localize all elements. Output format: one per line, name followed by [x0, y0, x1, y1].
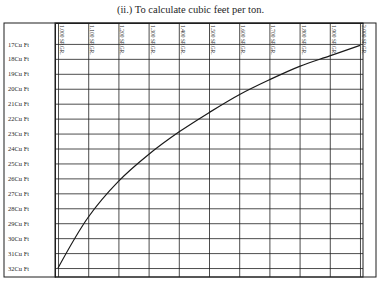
- y-tick-label: 32Cu Ft: [8, 265, 29, 272]
- y-tick: 21Cu Ft: [8, 100, 363, 107]
- title: (ii.) To calculate cubic feet per ton.: [117, 4, 264, 16]
- y-grid-line: [55, 149, 363, 150]
- y-tick: 30Cu Ft: [8, 235, 363, 242]
- y-tick: 32Cu Ft: [8, 265, 363, 272]
- y-tick: 17Cu Ft: [8, 40, 363, 47]
- y-grid-line: [55, 238, 363, 239]
- y-grid-line: [55, 134, 363, 135]
- y-grid-line: [55, 253, 363, 254]
- y-grid-line: [55, 89, 363, 90]
- y-tick-label: 27Cu Ft: [8, 190, 29, 197]
- y-grid-line: [55, 193, 363, 194]
- y-tick-label: 19Cu Ft: [8, 70, 29, 77]
- x-tick-label: 1.000 SP.GR.: [59, 25, 65, 55]
- x-tick-label: 1.100 SP.GR.: [89, 25, 95, 55]
- x-tick-label: 1.500 SP.GR.: [210, 25, 216, 55]
- y-tick-label: 20Cu Ft: [8, 85, 29, 92]
- y-tick: 25Cu Ft: [8, 160, 363, 167]
- y-tick: 20Cu Ft: [8, 85, 363, 92]
- x-tick-label: 1.300 SP.GR.: [150, 25, 156, 55]
- y-grid-line: [55, 268, 363, 269]
- y-grid-line: [55, 223, 363, 224]
- y-tick-label: 22Cu Ft: [8, 115, 29, 122]
- y-tick-label: 25Cu Ft: [8, 160, 29, 167]
- y-axis: 17Cu Ft 18Cu Ft 19Cu Ft 20Cu Ft 21Cu Ft 22Cu …: [8, 24, 363, 278]
- y-grid-line: [55, 44, 363, 45]
- y-tick: 27Cu Ft: [8, 190, 363, 197]
- y-tick: 26Cu Ft: [8, 175, 363, 182]
- chart: (ii.) To calculate cubic feet per ton. 1.…: [0, 0, 381, 282]
- y-grid-line: [55, 163, 363, 164]
- y-tick-label: 23Cu Ft: [8, 130, 29, 137]
- y-tick: 29Cu Ft: [8, 220, 363, 227]
- x-tick-label: 1.700 SP.GR.: [270, 25, 276, 55]
- y-tick-label: 18Cu Ft: [8, 55, 29, 62]
- x-tick-label: 1.900 SP.GR.: [331, 25, 337, 55]
- x-axis: 1.000 SP.GR. 1.100 SP.GR. 1.200 SP.GR. 1.30…: [56, 23, 367, 277]
- y-tick-label: 17Cu Ft: [8, 40, 29, 47]
- y-tick-label: 30Cu Ft: [8, 235, 29, 242]
- y-tick: 18Cu Ft: [8, 55, 363, 62]
- outer-frame: [4, 23, 376, 277]
- y-grid-line: [55, 119, 363, 120]
- x-tick-label: 1.800 SP.GR.: [301, 25, 307, 55]
- y-grid-line: [55, 178, 363, 179]
- y-tick-label: 26Cu Ft: [8, 175, 29, 182]
- y-tick-label: 29Cu Ft: [8, 220, 29, 227]
- y-tick-label: 31Cu Ft: [8, 250, 29, 257]
- x-tick-label: 2.000 SP.GR.: [361, 25, 367, 55]
- plot-frame: [55, 23, 363, 277]
- y-tick-label: 21Cu Ft: [8, 100, 29, 107]
- y-tick: 23Cu Ft: [8, 130, 363, 137]
- y-tick: 31Cu Ft: [8, 250, 363, 257]
- plot-area: [58, 45, 360, 268]
- x-tick-label: 1.400 SP.GR.: [180, 25, 186, 55]
- y-tick: 24Cu Ft: [8, 145, 363, 152]
- y-grid-line: [55, 208, 363, 209]
- y-tick-label: 28Cu Ft: [8, 205, 29, 212]
- x-tick-label: 1.600 SP.GR.: [240, 25, 246, 55]
- curve: [58, 45, 360, 268]
- y-grid-line: [55, 74, 363, 75]
- y-tick: 22Cu Ft: [8, 115, 363, 122]
- y-tick: 28Cu Ft: [8, 205, 363, 212]
- y-grid-line: [55, 104, 363, 105]
- y-tick-label: 24Cu Ft: [8, 145, 29, 152]
- x-tick-label: 1.200 SP.GR.: [119, 25, 125, 55]
- y-tick: 19Cu Ft: [8, 70, 363, 77]
